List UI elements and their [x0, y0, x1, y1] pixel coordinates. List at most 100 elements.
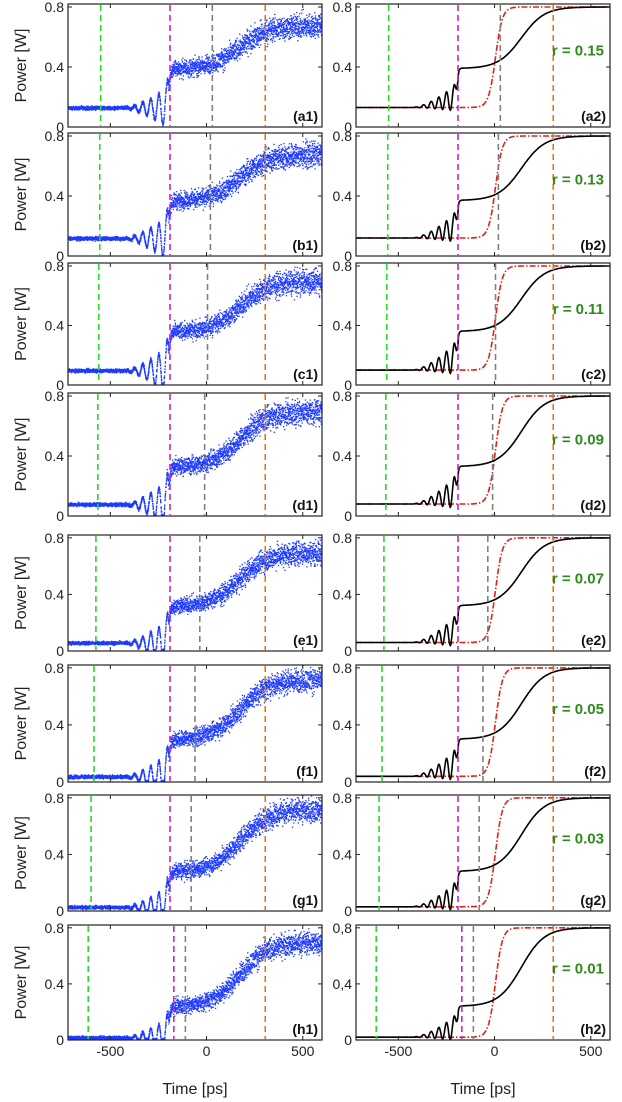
data-point — [228, 50, 230, 52]
data-point — [249, 41, 251, 44]
data-point — [174, 67, 176, 70]
data-point — [231, 178, 233, 180]
data-point — [214, 63, 216, 65]
data-point — [206, 69, 208, 71]
r-value-annotation: r = 0.15 — [552, 43, 604, 60]
data-point — [282, 31, 285, 33]
data-point — [202, 201, 204, 203]
data-point — [297, 20, 299, 23]
data-point — [297, 34, 300, 36]
data-point — [220, 58, 222, 61]
data-point — [215, 186, 217, 188]
data-point — [212, 192, 214, 194]
data-point — [223, 190, 225, 192]
data-point — [245, 51, 247, 53]
data-point — [164, 237, 166, 240]
data-point — [316, 33, 318, 35]
data-point — [161, 119, 163, 121]
data-point — [290, 32, 292, 34]
data-point — [178, 209, 180, 211]
data-point — [202, 189, 204, 191]
data-point — [184, 192, 186, 194]
data-point — [143, 233, 145, 235]
data-point — [198, 193, 201, 196]
data-point — [308, 22, 310, 24]
data-point — [126, 105, 129, 107]
data-point — [208, 189, 210, 191]
data-point — [191, 200, 194, 202]
data-point — [239, 33, 241, 35]
data-point — [109, 106, 111, 108]
data-point — [228, 187, 230, 189]
panel-simulation-1: 00.40.8(a2)r = 0.15 — [333, 0, 611, 135]
data-point — [269, 20, 272, 23]
data-point — [171, 70, 174, 72]
data-point — [148, 104, 151, 106]
data-point — [210, 70, 212, 72]
data-point — [232, 182, 234, 184]
data-point — [207, 60, 209, 62]
data-point — [249, 41, 251, 43]
data-point — [223, 181, 225, 183]
data-point — [234, 184, 237, 186]
data-point — [219, 55, 221, 57]
data-point — [213, 191, 216, 193]
data-point — [192, 63, 194, 65]
data-point — [238, 168, 240, 171]
data-point — [232, 51, 234, 53]
panel-experiment-2: 00.40.8(b1) — [45, 128, 323, 264]
data-point — [233, 57, 235, 59]
data-point — [215, 61, 217, 64]
data-point — [242, 48, 244, 51]
data-point — [182, 66, 184, 68]
data-point — [175, 68, 177, 70]
data-point — [164, 230, 166, 232]
data-point — [271, 19, 274, 21]
data-point — [160, 114, 163, 116]
data-point — [192, 192, 194, 194]
data-point — [303, 18, 305, 20]
data-point — [164, 100, 166, 102]
data-point — [172, 70, 175, 73]
data-point — [83, 237, 85, 239]
data-point — [209, 64, 211, 66]
data-point — [239, 40, 242, 43]
data-point — [147, 112, 149, 114]
data-point — [190, 202, 192, 204]
data-point — [245, 34, 247, 37]
data-point — [219, 185, 221, 187]
data-point — [156, 109, 158, 112]
data-point — [159, 226, 161, 228]
data-point — [291, 19, 293, 22]
data-point — [140, 236, 142, 238]
data-point — [283, 17, 285, 19]
data-point — [293, 19, 296, 22]
data-point — [170, 206, 172, 209]
data-point — [222, 57, 224, 59]
data-point — [174, 206, 176, 208]
data-point — [177, 193, 180, 195]
data-point — [307, 21, 309, 23]
data-point — [249, 32, 251, 34]
data-point — [176, 73, 179, 75]
data-point — [230, 42, 232, 44]
data-point — [145, 112, 147, 114]
y-tick-label: 0 — [344, 119, 352, 135]
data-point — [232, 50, 234, 52]
data-point — [302, 8, 304, 10]
data-point — [206, 201, 208, 203]
data-point — [249, 34, 251, 36]
data-point — [320, 13, 322, 15]
data-point — [136, 238, 138, 241]
data-point — [315, 22, 317, 24]
data-point — [135, 234, 137, 237]
data-point — [152, 244, 155, 246]
data-point — [295, 26, 297, 28]
data-point — [298, 24, 300, 26]
data-point — [170, 77, 172, 79]
data-point — [188, 70, 190, 73]
data-point — [317, 18, 319, 20]
data-point — [236, 57, 238, 59]
data-point — [317, 34, 319, 36]
data-point — [313, 30, 315, 32]
